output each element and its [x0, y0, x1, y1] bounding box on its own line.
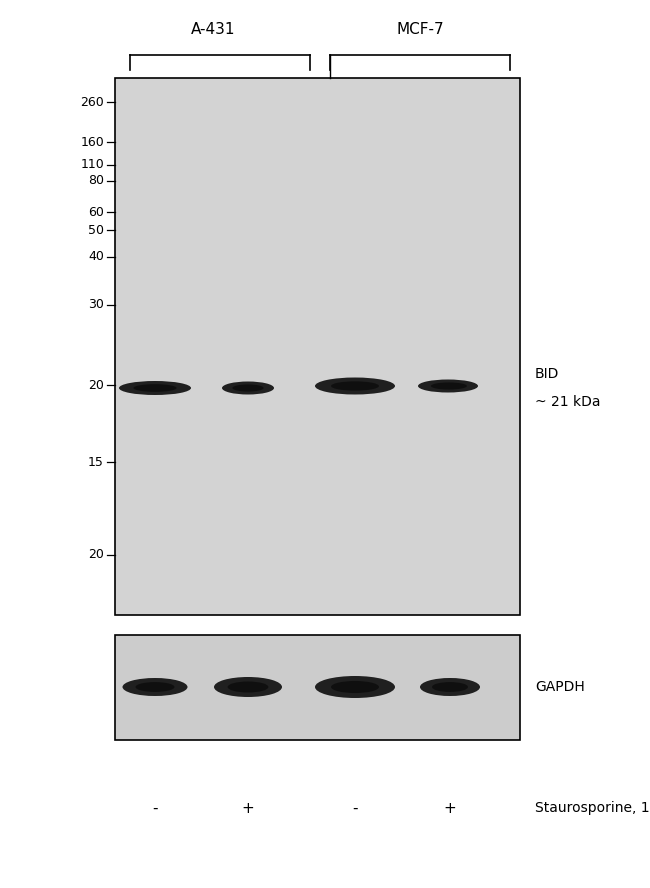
Text: 260: 260: [80, 96, 104, 108]
Text: 80: 80: [88, 175, 104, 187]
Text: 30: 30: [88, 298, 104, 312]
Ellipse shape: [315, 377, 395, 394]
Ellipse shape: [133, 385, 177, 392]
Text: 20: 20: [88, 549, 104, 561]
Text: 15: 15: [88, 456, 104, 469]
Ellipse shape: [227, 681, 268, 693]
Ellipse shape: [420, 678, 480, 696]
Ellipse shape: [331, 681, 379, 693]
Ellipse shape: [119, 381, 191, 395]
Ellipse shape: [431, 383, 467, 390]
Text: 160: 160: [80, 136, 104, 148]
Text: -: -: [152, 800, 158, 815]
Bar: [115, 78, 520, 615]
Ellipse shape: [331, 381, 379, 391]
Text: GAPDH: GAPDH: [535, 680, 585, 694]
Text: Staurosporine, 1uM for 8 hr: Staurosporine, 1uM for 8 hr: [535, 801, 650, 815]
Ellipse shape: [135, 682, 174, 692]
Text: 40: 40: [88, 250, 104, 264]
Text: BID: BID: [535, 367, 560, 381]
Text: 50: 50: [88, 224, 104, 236]
Ellipse shape: [214, 677, 282, 697]
Text: 110: 110: [80, 158, 104, 171]
Text: A-431: A-431: [190, 22, 235, 37]
Text: 20: 20: [88, 378, 104, 392]
Ellipse shape: [233, 385, 264, 392]
Text: ~ 21 kDa: ~ 21 kDa: [535, 395, 601, 409]
Text: +: +: [242, 800, 254, 815]
Ellipse shape: [222, 382, 274, 394]
Text: MCF-7: MCF-7: [396, 22, 444, 37]
Bar: [115, 635, 520, 740]
Ellipse shape: [315, 676, 395, 698]
Text: +: +: [443, 800, 456, 815]
Text: 60: 60: [88, 205, 104, 218]
Ellipse shape: [122, 678, 187, 696]
Ellipse shape: [432, 682, 468, 692]
Ellipse shape: [418, 379, 478, 392]
Text: -: -: [352, 800, 358, 815]
